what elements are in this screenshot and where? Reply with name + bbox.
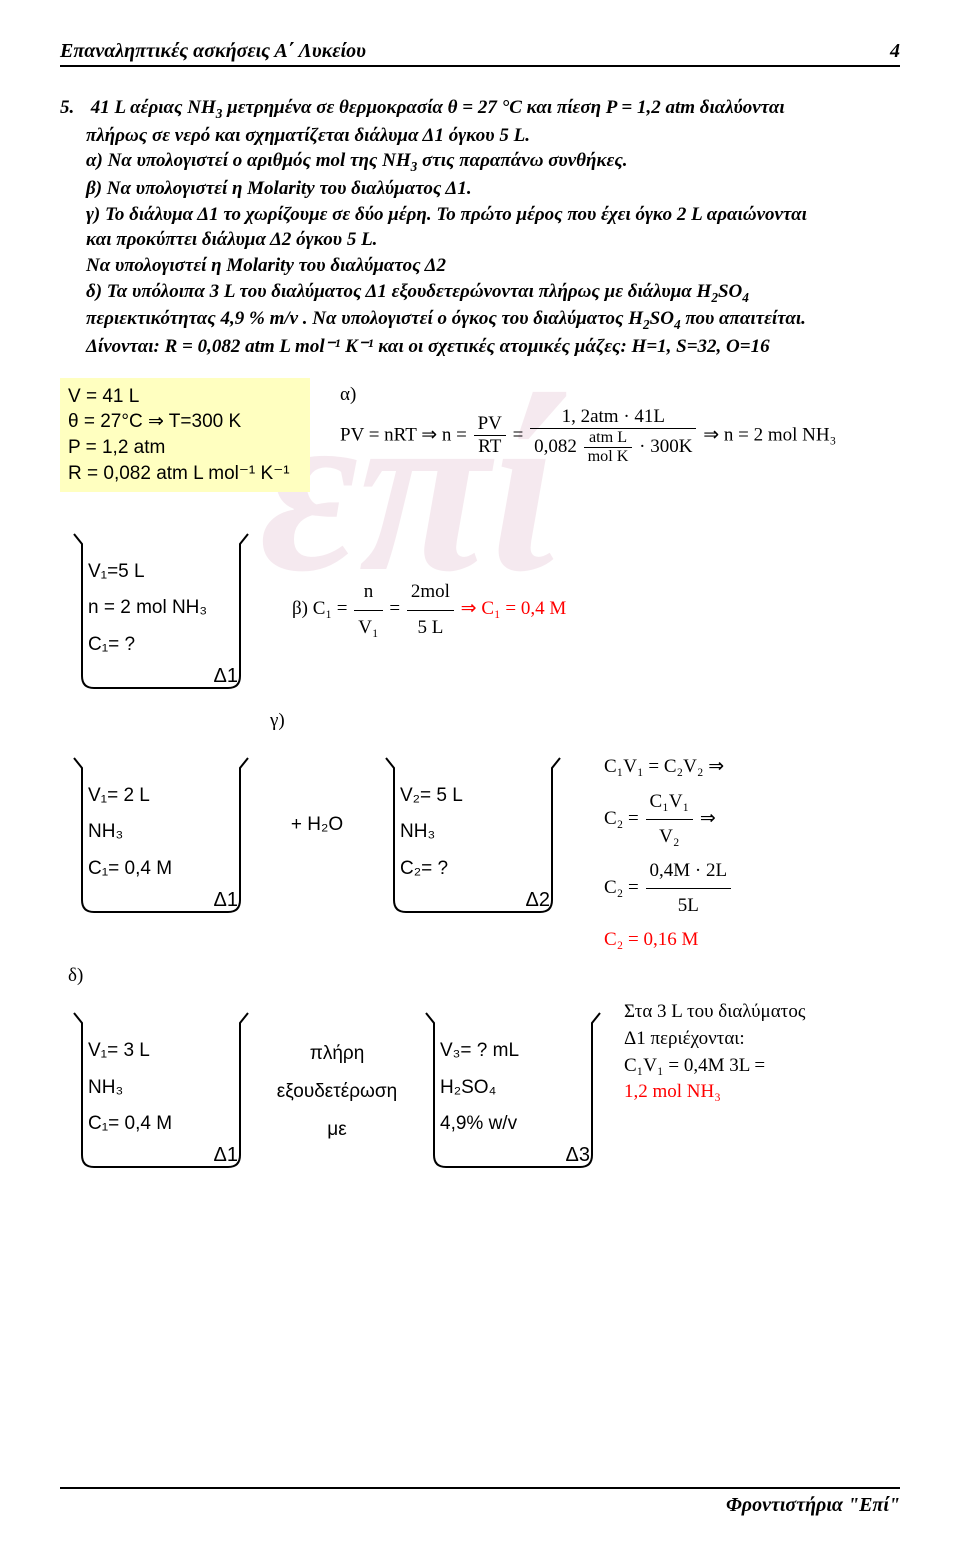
beta-equation: β) C₁ = nV₁ = 2mol5 L ⇒ C₁ = 0,4 M: [262, 520, 566, 644]
beaker-d3-delta: V₃= ? mL H₂SO₄ 4,9% w/v Δ3: [418, 1005, 608, 1175]
given-T: θ = 27°C ⇒ T=300 K: [68, 409, 302, 435]
header-title: Επαναληπτικές ασκήσεις Α΄ Λυκείου: [60, 40, 366, 63]
page-header: Επαναληπτικές ασκήσεις Α΄ Λυκείου 4: [60, 40, 900, 67]
part-delta: V₁= 3 L NH₃ C₁= 0,4 M Δ1 πλήρη εξουδετέρ…: [60, 999, 900, 1181]
footer-rule: [60, 1487, 900, 1489]
footer-text: Φροντιστήρια "Επί": [726, 1494, 900, 1517]
part-gamma: V₁= 2 L NH₃ C₁= 0,4 M Δ1 + H₂O V₂= 5 L N…: [60, 744, 900, 957]
given-P: P = 1,2 atm: [68, 435, 302, 461]
header-page: 4: [890, 40, 900, 63]
problem-statement: 5. 41 L αέριας NH3 μετρημένα σε θερμοκρα…: [60, 95, 900, 360]
beaker-d1-delta: V₁= 3 L NH₃ C₁= 0,4 M Δ1: [66, 1005, 256, 1175]
gamma-label: γ): [270, 710, 900, 732]
part-alpha: V = 41 L θ = 27°C ⇒ T=300 K P = 1,2 atm …: [60, 378, 900, 493]
part-beta: V₁=5 L n = 2 mol NH₃ C₁= ? Δ1 β) C₁ = nV…: [60, 520, 900, 702]
alpha-equation: α) PV = nRT ⇒ n = PVRT = 1, 2atm · 41L 0…: [310, 378, 900, 466]
delta-text: Στα 3 L του διαλύματος Δ1 περιέχονται: C…: [614, 999, 874, 1105]
given-R: R = 0,082 atm L mol⁻¹ K⁻¹: [68, 461, 302, 487]
problem-number: 5.: [60, 95, 86, 121]
delta-mid: πλήρη εξουδετέρωση με: [262, 999, 412, 1149]
given-box: V = 41 L θ = 27°C ⇒ T=300 K P = 1,2 atm …: [60, 378, 310, 493]
beaker-d2-gamma: V₂= 5 L NH₃ C₂= ? Δ2: [378, 750, 568, 920]
delta-label: δ): [68, 965, 900, 987]
beaker-d1-beta: V₁=5 L n = 2 mol NH₃ C₁= ? Δ1: [66, 526, 256, 696]
gamma-equations: C₁V₁ = C₂V₂ ⇒ C₂ = C₁V₁V₂ ⇒ C₂ = 0,4M · …: [574, 744, 733, 957]
gamma-plus: + H₂O: [262, 744, 372, 836]
beaker-d1-gamma: V₁= 2 L NH₃ C₁= 0,4 M Δ1: [66, 750, 256, 920]
given-V: V = 41 L: [68, 384, 302, 410]
